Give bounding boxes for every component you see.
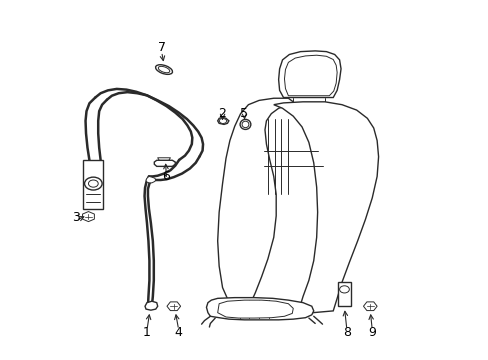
Polygon shape bbox=[206, 298, 313, 320]
Polygon shape bbox=[82, 212, 94, 222]
Polygon shape bbox=[154, 160, 175, 166]
Text: 9: 9 bbox=[367, 326, 375, 339]
Ellipse shape bbox=[155, 65, 172, 75]
Text: 8: 8 bbox=[342, 326, 350, 339]
Text: 5: 5 bbox=[240, 107, 248, 120]
Text: 4: 4 bbox=[174, 326, 182, 339]
Polygon shape bbox=[217, 117, 228, 125]
Text: 2: 2 bbox=[218, 107, 226, 120]
Circle shape bbox=[339, 286, 348, 293]
Polygon shape bbox=[217, 300, 293, 318]
Text: 6: 6 bbox=[162, 170, 170, 183]
Ellipse shape bbox=[240, 120, 250, 130]
Circle shape bbox=[88, 180, 98, 187]
Polygon shape bbox=[146, 176, 156, 183]
Polygon shape bbox=[217, 98, 293, 313]
Circle shape bbox=[84, 177, 102, 190]
Polygon shape bbox=[166, 302, 180, 311]
Polygon shape bbox=[145, 301, 158, 310]
Text: 1: 1 bbox=[143, 326, 151, 339]
Polygon shape bbox=[82, 160, 103, 209]
Text: 3: 3 bbox=[72, 211, 80, 224]
Ellipse shape bbox=[158, 66, 169, 73]
Ellipse shape bbox=[242, 121, 248, 128]
Polygon shape bbox=[278, 51, 340, 98]
Polygon shape bbox=[284, 55, 336, 96]
Polygon shape bbox=[273, 102, 378, 313]
Polygon shape bbox=[219, 118, 226, 124]
Polygon shape bbox=[337, 282, 350, 306]
Polygon shape bbox=[363, 302, 376, 311]
Text: 7: 7 bbox=[157, 41, 165, 54]
